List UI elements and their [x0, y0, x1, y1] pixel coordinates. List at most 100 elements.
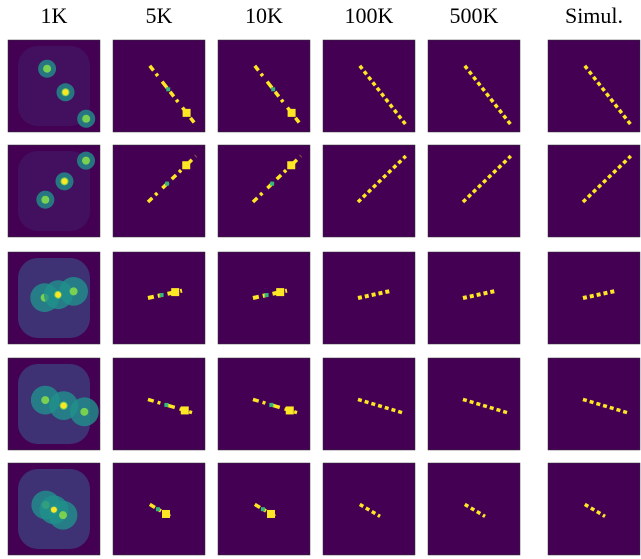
track-chunk [287, 108, 296, 117]
panel [322, 144, 416, 238]
heat-haze [18, 46, 90, 126]
panel-background [217, 144, 311, 238]
column-header: 100K [345, 3, 394, 28]
heat-core [41, 396, 50, 405]
heat-core [80, 407, 89, 416]
track [582, 288, 618, 300]
track [253, 502, 276, 518]
panel [112, 357, 206, 451]
panel [7, 39, 101, 133]
heat-haze [18, 151, 90, 231]
track [252, 288, 288, 300]
panel-background [112, 144, 206, 238]
panel-background [322, 251, 416, 345]
track [358, 502, 381, 518]
panel [217, 462, 311, 556]
track-chunk [165, 181, 170, 186]
panel [112, 144, 206, 238]
panel [112, 39, 206, 133]
panel [322, 39, 416, 133]
panel-background [112, 251, 206, 345]
heat-core [69, 287, 78, 296]
heat-core [41, 195, 50, 204]
track-chunk [287, 161, 296, 170]
panel [217, 251, 311, 345]
panel [547, 251, 641, 345]
track [462, 397, 510, 415]
heat-peak [62, 89, 69, 96]
panel [217, 39, 311, 133]
panel [322, 462, 416, 556]
heat-peak [60, 402, 67, 409]
panel [322, 357, 416, 451]
track-chunk [182, 108, 191, 117]
track-chunk [285, 406, 294, 415]
panel-background [427, 251, 521, 345]
track-chunk [264, 293, 269, 298]
panel-background [547, 357, 641, 451]
panel-background [427, 357, 521, 451]
track [148, 502, 171, 518]
track-chunk [182, 161, 191, 170]
track-chunk [260, 507, 265, 512]
track-chunk [271, 87, 276, 92]
panel [217, 144, 311, 238]
track-chunk [166, 87, 171, 92]
panel-background [547, 251, 641, 345]
heat-peak [55, 291, 62, 298]
track-chunk [159, 293, 164, 298]
track-chunk [180, 406, 189, 415]
panel [7, 144, 101, 238]
track-chunk [161, 509, 170, 518]
track [463, 64, 513, 126]
track-chunk [155, 507, 160, 512]
column-header: Simul. [565, 3, 623, 28]
heat-core [82, 156, 91, 165]
panel [7, 251, 101, 345]
panel-background [322, 357, 416, 451]
panel [112, 251, 206, 345]
heat-peak [61, 178, 68, 185]
panel-background [217, 251, 311, 345]
panel [7, 357, 101, 451]
panel-background [427, 462, 521, 556]
track [253, 64, 303, 126]
column-header: 10K [245, 3, 283, 28]
track [462, 288, 498, 300]
panel [322, 251, 416, 345]
heat-core [59, 511, 68, 520]
panel [427, 39, 521, 133]
track [148, 64, 198, 126]
track-chunk [276, 288, 285, 297]
track [582, 397, 630, 415]
track [147, 288, 183, 300]
panel [547, 144, 641, 238]
track [147, 397, 195, 415]
track-chunk [171, 288, 180, 297]
panel [112, 462, 206, 556]
track [358, 64, 408, 126]
panel [7, 462, 101, 556]
panel [427, 462, 521, 556]
column-header: 1K [41, 3, 68, 28]
heat-peak [50, 506, 57, 513]
heat-core [43, 64, 52, 73]
track [252, 397, 300, 415]
track [583, 502, 606, 518]
track [463, 502, 486, 518]
heat-core [82, 114, 91, 123]
track-chunk [270, 181, 275, 186]
track [357, 288, 393, 300]
panel [427, 251, 521, 345]
panel [427, 357, 521, 451]
track-chunk [266, 509, 275, 518]
panel [427, 144, 521, 238]
track [583, 64, 633, 126]
panel [547, 357, 641, 451]
track-chunk [269, 402, 274, 407]
column-header: 500K [450, 3, 499, 28]
column-header: 5K [146, 3, 173, 28]
panel [547, 39, 641, 133]
panel [547, 462, 641, 556]
